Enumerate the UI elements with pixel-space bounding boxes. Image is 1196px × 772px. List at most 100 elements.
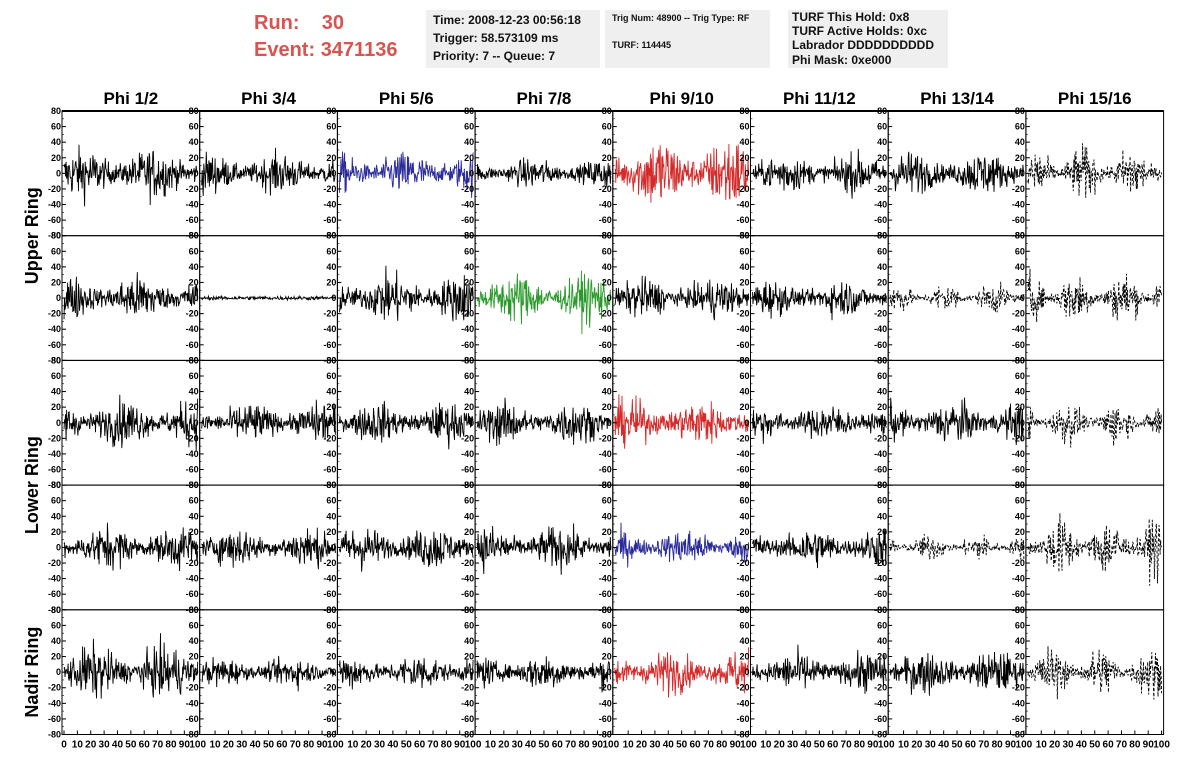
y-tick-label: 0 <box>882 667 887 677</box>
y-tick-label: 20 <box>326 402 336 412</box>
y-tick-label: 60 <box>877 496 887 506</box>
y-tick-label: 40 <box>51 636 61 646</box>
y-tick-label: -60 <box>1012 465 1025 475</box>
y-tick-label: -20 <box>48 558 61 568</box>
y-tick-label: 60 <box>1015 246 1025 256</box>
x-tick-label: 90 <box>454 740 466 751</box>
y-tick-label: 20 <box>51 153 61 163</box>
y-tick-label: 40 <box>1015 511 1025 521</box>
y-tick-label: 40 <box>464 137 474 147</box>
y-tick-label: 40 <box>602 137 612 147</box>
y-tick-label: -60 <box>186 714 199 724</box>
column-header: Phi 11/12 <box>783 89 856 108</box>
waveform-trace <box>338 265 474 322</box>
x-tick-label: 20 <box>85 740 97 751</box>
y-tick-label: -40 <box>1012 698 1025 708</box>
x-tick-label: 50 <box>125 740 137 751</box>
y-tick-label: 80 <box>739 605 749 615</box>
y-tick-label: -40 <box>461 698 474 708</box>
y-tick-label: -40 <box>48 200 61 210</box>
waveform-trace <box>752 148 887 199</box>
y-tick-label: -80 <box>736 730 749 740</box>
y-tick-label: -60 <box>323 714 336 724</box>
y-tick-label: -40 <box>186 574 199 584</box>
y-tick-label: 60 <box>1015 496 1025 506</box>
waveform-trace <box>889 151 1025 194</box>
y-tick-label: 40 <box>189 262 199 272</box>
y-tick-label: -60 <box>461 714 474 724</box>
x-tick-label: 80 <box>578 740 590 751</box>
y-tick-label: -20 <box>736 683 749 693</box>
y-tick-label: 0 <box>469 542 474 552</box>
y-tick-label: 20 <box>739 527 749 537</box>
y-tick-label: -20 <box>323 184 336 194</box>
waveform-trace <box>1027 513 1163 586</box>
y-tick-label: 40 <box>1015 137 1025 147</box>
y-tick-label: 80 <box>739 480 749 490</box>
y-tick-label: -20 <box>461 558 474 568</box>
waveform-trace <box>201 655 336 692</box>
y-tick-label: -20 <box>461 309 474 319</box>
y-tick-label: 60 <box>1015 122 1025 132</box>
column-header: Phi 1/2 <box>103 89 158 108</box>
y-tick-label: 60 <box>464 122 474 132</box>
y-tick-label: 60 <box>51 496 61 506</box>
y-tick-label: 80 <box>51 231 61 241</box>
y-tick-label: 80 <box>189 480 199 490</box>
waveform-trace <box>338 151 474 198</box>
waveform-trace <box>201 294 336 302</box>
y-tick-label: 0 <box>607 542 612 552</box>
y-tick-label: 20 <box>739 402 749 412</box>
x-tick-label: 30 <box>236 740 248 751</box>
event-number: 3471136 <box>320 39 398 61</box>
y-tick-label: 80 <box>877 355 887 365</box>
y-tick-label: -60 <box>48 714 61 724</box>
column-header: Phi 9/10 <box>650 89 714 108</box>
x-tick-label: 40 <box>663 740 675 751</box>
y-tick-label: 0 <box>56 667 61 677</box>
y-tick-label: 20 <box>602 402 612 412</box>
y-tick-label: 40 <box>189 511 199 521</box>
y-tick-label: -20 <box>1012 683 1025 693</box>
y-tick-label: -20 <box>874 184 887 194</box>
y-tick-label: 0 <box>744 542 749 552</box>
y-tick-label: 80 <box>1015 605 1025 615</box>
y-tick-label: -20 <box>1012 558 1025 568</box>
y-tick-label: -60 <box>186 340 199 350</box>
y-tick-label: -60 <box>736 340 749 350</box>
waveform-trace <box>1027 646 1163 700</box>
x-tick-label: 30 <box>512 740 524 751</box>
y-tick-label: 60 <box>464 496 474 506</box>
x-tick-label: 80 <box>1129 740 1141 751</box>
y-tick-label: -40 <box>599 449 612 459</box>
y-tick-label: 20 <box>464 652 474 662</box>
y-tick-label: -60 <box>48 340 61 350</box>
y-tick-label: 60 <box>877 620 887 630</box>
y-tick-label: 60 <box>326 246 336 256</box>
y-tick-label: -60 <box>874 215 887 225</box>
y-tick-label: 20 <box>189 153 199 163</box>
y-tick-label: -60 <box>323 465 336 475</box>
x-tick-label: 70 <box>703 740 715 751</box>
y-tick-label: 20 <box>602 527 612 537</box>
waveform-trace <box>63 394 199 451</box>
y-tick-label: -40 <box>323 449 336 459</box>
y-tick-label: 0 <box>56 542 61 552</box>
y-tick-label: 40 <box>464 262 474 272</box>
y-tick-label: 60 <box>51 246 61 256</box>
y-tick-label: -60 <box>1012 340 1025 350</box>
x-tick-label: 0 <box>61 740 67 751</box>
waveform-trace <box>889 281 1025 313</box>
y-tick-label: 20 <box>739 277 749 287</box>
y-tick-label: 0 <box>331 542 336 552</box>
y-tick-label: 60 <box>51 371 61 381</box>
y-tick-label: -20 <box>186 558 199 568</box>
y-tick-label: 20 <box>1015 402 1025 412</box>
y-tick-label: 0 <box>1020 542 1025 552</box>
y-tick-label: 80 <box>739 355 749 365</box>
y-tick-label: -60 <box>461 465 474 475</box>
y-tick-label: 40 <box>877 636 887 646</box>
y-tick-label: 40 <box>739 262 749 272</box>
y-tick-label: 40 <box>602 636 612 646</box>
y-tick-label: 40 <box>1015 387 1025 397</box>
